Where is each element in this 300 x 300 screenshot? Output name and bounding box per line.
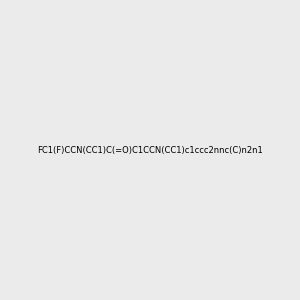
Text: FC1(F)CCN(CC1)C(=O)C1CCN(CC1)c1ccc2nnc(C)n2n1: FC1(F)CCN(CC1)C(=O)C1CCN(CC1)c1ccc2nnc(C… bbox=[37, 146, 263, 154]
